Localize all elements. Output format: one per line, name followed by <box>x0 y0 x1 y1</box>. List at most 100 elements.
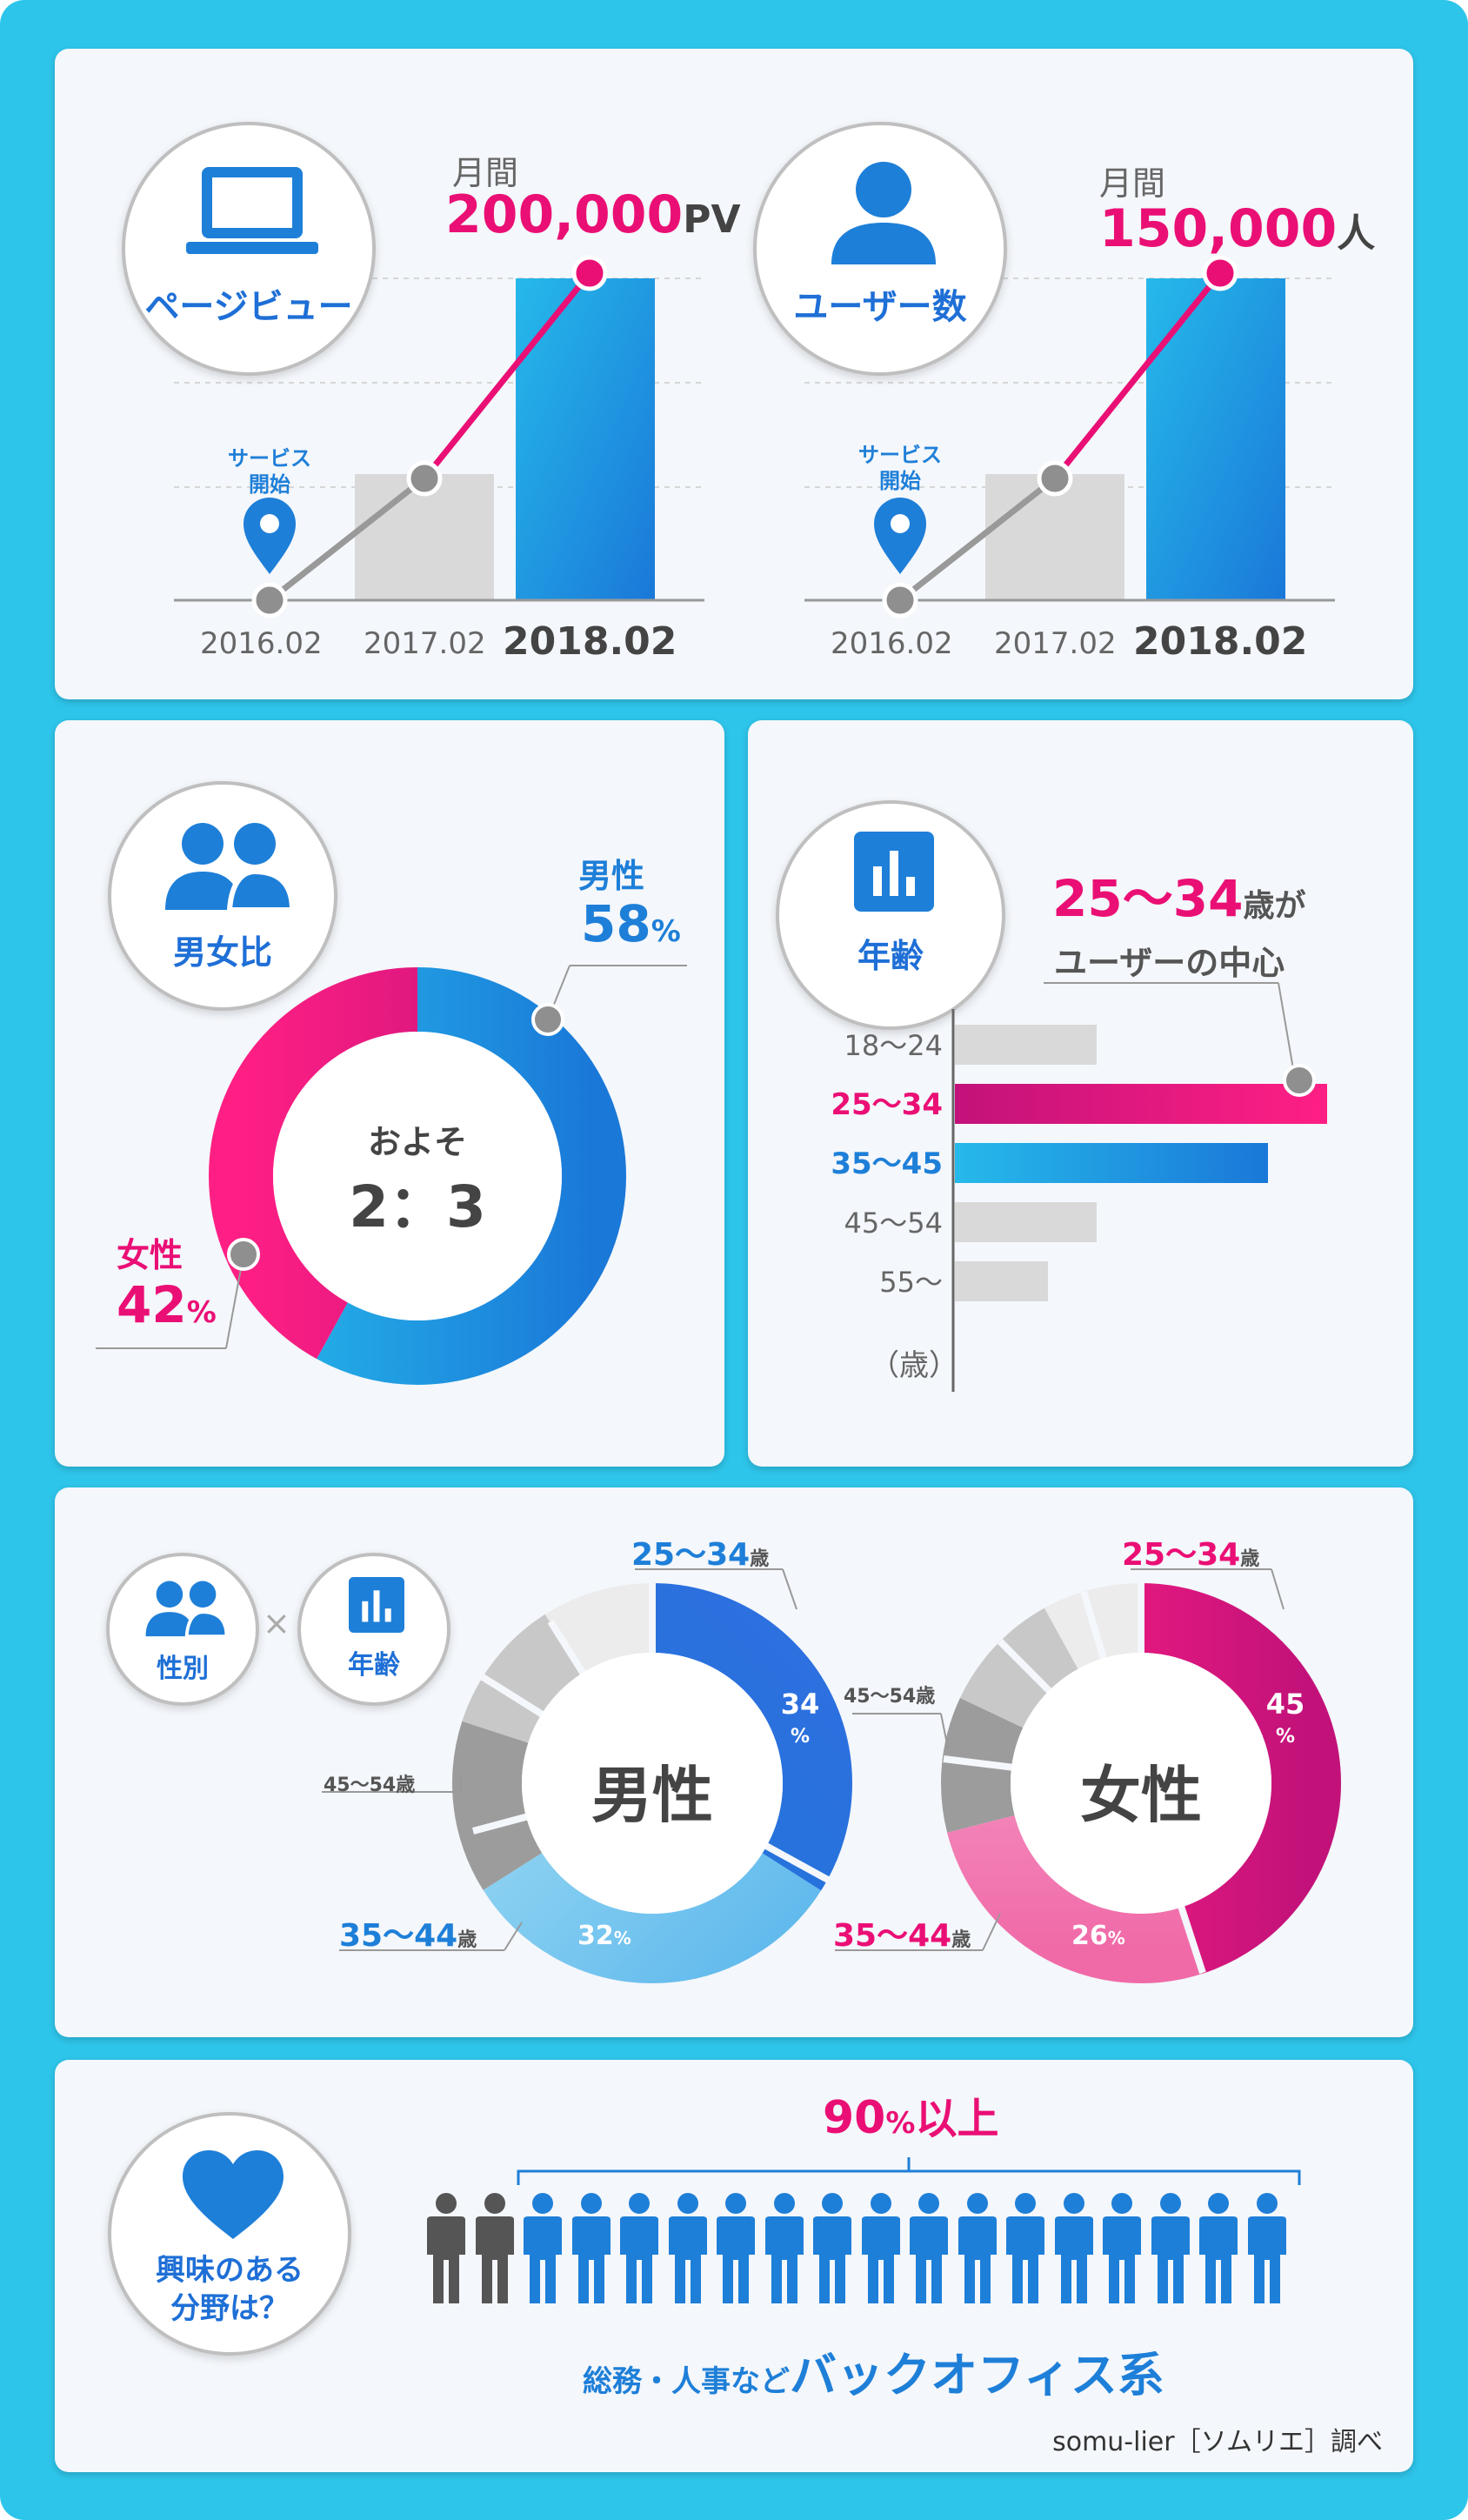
age-bar-label: 25～34 <box>831 1087 943 1122</box>
person-icon <box>521 2192 564 2309</box>
interest-badge: 興味のある 分野は？ <box>108 2112 351 2356</box>
person-icon <box>1149 2192 1192 2309</box>
users-badge: ユーザー数 <box>753 122 1007 376</box>
users-year-2017: 2017.02 <box>994 626 1117 661</box>
person-icon <box>1052 2192 1096 2309</box>
female-center-label: 女性 <box>1080 1760 1202 1831</box>
gender-center-ratio: 2：3 <box>349 1173 486 1240</box>
interest-headline: 90%以上 <box>823 2092 999 2144</box>
person-icon <box>1245 2192 1289 2309</box>
person-icon <box>1197 2192 1240 2309</box>
users-year-2016: 2016.02 <box>831 626 953 661</box>
laptop-icon <box>186 167 318 254</box>
gender-badge: 男女比 <box>108 781 337 1011</box>
male-25-value: 34 % <box>780 1688 820 1748</box>
pageview-chart <box>174 255 704 618</box>
users-badge-label: ユーザー数 <box>793 287 967 327</box>
age-leader-dot <box>1283 1064 1316 1097</box>
pageview-service-start: サービス 開始 <box>228 446 311 497</box>
female-label-25: 25～34歳 <box>1122 1537 1260 1573</box>
age-bar-label: 45～54 <box>844 1207 943 1240</box>
age-badge-label: 年齢 <box>857 937 924 975</box>
heart-icon <box>183 2150 284 2239</box>
map-pin-icon <box>244 498 296 574</box>
female-age-donut <box>941 1583 1341 1983</box>
interest-bracket <box>517 2157 1301 2185</box>
person-icon <box>956 2192 999 2309</box>
person-icon <box>473 2192 517 2309</box>
age-badge-small: 年齢 <box>297 1553 450 1706</box>
person-icon <box>1004 2192 1047 2309</box>
male-label-45: 45～54歳 <box>324 1775 416 1796</box>
female-label-35: 35～44歳 <box>833 1918 971 1954</box>
users-group-icon <box>145 1581 228 1639</box>
people-row <box>424 2192 1294 2314</box>
female-leaders <box>835 1568 1284 1951</box>
female-25-value: 45 % <box>1265 1688 1305 1748</box>
map-pin-icon <box>874 498 926 574</box>
users-value: 150,000人 <box>1099 198 1375 259</box>
person-icon <box>907 2192 951 2309</box>
age-bar <box>955 1025 1097 1065</box>
female-35-value: 26% <box>1071 1921 1125 1951</box>
bar-chart-icon <box>854 832 934 912</box>
person-icon <box>1100 2192 1144 2309</box>
interest-badge-line2: 分野は？ <box>170 2291 289 2326</box>
age-badge-small-label: 年齢 <box>348 1650 400 1681</box>
age-headline: 25～34歳が <box>1052 869 1306 928</box>
users-group-icon <box>165 823 294 912</box>
male-label-35: 35～44歳 <box>339 1918 477 1954</box>
gender-badge-label: 男女比 <box>172 933 272 972</box>
pageview-badge: ページビュー <box>122 122 376 376</box>
users-number: 150,000 <box>1099 198 1338 259</box>
age-bar <box>955 1084 1327 1124</box>
person-icon <box>666 2192 710 2309</box>
person-icon <box>859 2192 903 2309</box>
person-icon <box>617 2192 661 2309</box>
person-icon <box>570 2192 613 2309</box>
female-label: 女性 <box>117 1236 184 1274</box>
users-year-2018: 2018.02 <box>1133 619 1308 664</box>
gender-badge-small-label: 性別 <box>157 1654 209 1684</box>
person-icon <box>714 2192 757 2309</box>
age-headline-line2: ユーザーの中心 <box>1054 944 1285 982</box>
gender-donut <box>209 967 626 1385</box>
users-unit: 人 <box>1337 211 1376 256</box>
age-bar-chart: 18～24 25～34 35～45 45～54 55～ <box>783 1009 1391 1392</box>
female-value: 42% <box>117 1275 217 1334</box>
pageview-year-2017: 2017.02 <box>364 626 486 661</box>
person-icon <box>763 2192 806 2309</box>
gender-leaders <box>96 965 687 1349</box>
age-bar <box>955 1202 1097 1242</box>
male-35-value: 32% <box>577 1921 631 1951</box>
age-bar-label: 18～24 <box>844 1029 943 1062</box>
age-unit-label: （歳） <box>870 1348 958 1383</box>
pageview-badge-label: ページビュー <box>144 287 353 327</box>
person-icon <box>811 2192 854 2309</box>
person-icon <box>424 2192 468 2309</box>
times-sign: × <box>263 1604 290 1642</box>
interest-badge-line1: 興味のある <box>156 2253 304 2288</box>
female-label-45: 45～54歳 <box>844 1686 936 1708</box>
users-chart <box>804 255 1335 618</box>
interest-caption: 総務・人事などバックオフィス系 <box>583 2348 1164 2403</box>
male-age-donut <box>452 1583 852 1983</box>
pageview-year-2018: 2018.02 <box>503 619 677 664</box>
male-value: 58% <box>581 894 681 953</box>
age-bar <box>955 1261 1048 1301</box>
age-badge: 年齢 <box>776 800 1005 1030</box>
gender-center-top: およそ <box>367 1123 467 1161</box>
male-label-25: 25～34歳 <box>631 1537 770 1573</box>
age-bars-svg: 18～24 25～34 35～45 45～54 55～ <box>831 1009 1327 1392</box>
source-note: somu-lier［ソムリエ］調べ <box>1052 2427 1383 2457</box>
age-bar-label: 55～ <box>879 1266 943 1299</box>
pageview-monthly-label: 月間 <box>452 154 519 192</box>
male-label: 男性 <box>578 857 645 895</box>
pageview-unit: PV <box>683 197 741 242</box>
pageview-value: 200,000PV <box>445 184 741 245</box>
male-center-label: 男性 <box>591 1760 713 1831</box>
bar-2018 <box>1146 278 1285 600</box>
users-service-start: サービス 開始 <box>858 443 942 493</box>
pageview-year-2016: 2016.02 <box>200 626 323 661</box>
age-bar <box>955 1143 1268 1183</box>
